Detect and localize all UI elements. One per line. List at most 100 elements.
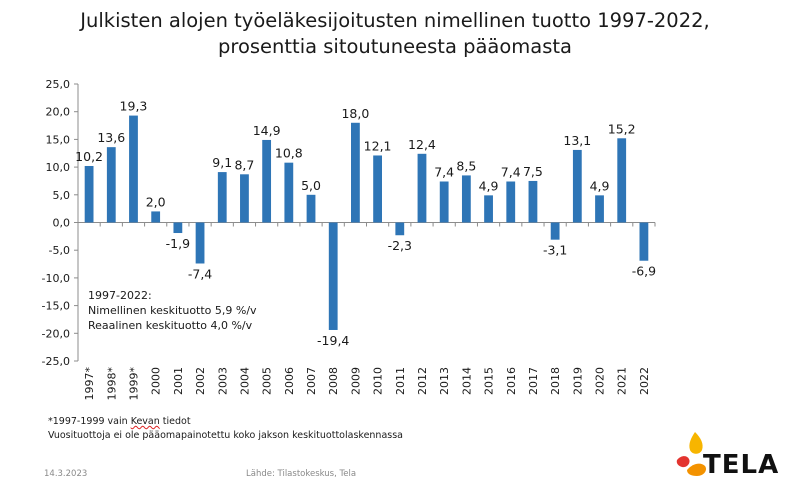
- footnote-line-1-end: tiedot: [159, 416, 191, 427]
- y-tick-label: 0,0: [53, 217, 71, 230]
- note-nominal-return: Nimellinen keskituotto 5,9 %/v: [88, 304, 257, 317]
- x-tick-label: 2007: [305, 367, 318, 395]
- data-label: 7,5: [523, 164, 543, 179]
- bar: [284, 162, 294, 223]
- data-label: 13,6: [97, 130, 125, 145]
- x-tick-label: 2018: [549, 367, 562, 395]
- data-label: 15,2: [608, 121, 636, 136]
- data-label: 10,2: [75, 149, 103, 164]
- x-tick-label: 2010: [372, 367, 385, 395]
- x-tick-label: 2002: [194, 367, 207, 395]
- data-label: -19,4: [317, 333, 349, 348]
- x-tick-label: 2019: [571, 367, 584, 395]
- bar: [506, 181, 516, 223]
- x-tick-label: 2012: [416, 367, 429, 395]
- x-tick-label: 2020: [594, 367, 607, 395]
- data-label: 12,4: [408, 137, 436, 152]
- footnote-line-1-start: *1997-1999 vain: [48, 416, 131, 427]
- data-label: -2,3: [388, 238, 412, 253]
- x-tick-label: 2000: [150, 367, 163, 395]
- bar: [351, 122, 360, 223]
- bar: [328, 222, 338, 330]
- x-tick-label: 2022: [638, 367, 651, 395]
- x-tick-label: 1999*: [127, 367, 140, 401]
- x-tick-label: 2001: [172, 367, 185, 395]
- bar: [373, 155, 382, 223]
- y-tick-label: 10,0: [46, 161, 71, 174]
- x-tick-label: 2003: [216, 367, 229, 395]
- bar: [84, 165, 94, 223]
- data-label: 9,1: [212, 155, 232, 170]
- bar: [106, 147, 116, 223]
- bar: [639, 222, 649, 261]
- x-tick-label: 1997*: [83, 367, 96, 401]
- bar: [195, 222, 205, 264]
- x-tick-label: 2005: [261, 367, 274, 395]
- data-label: 13,1: [563, 133, 591, 148]
- bar: [306, 194, 316, 223]
- x-tick-label: 2011: [394, 367, 407, 395]
- bar: [572, 149, 582, 223]
- x-tick-label: 2008: [327, 367, 340, 395]
- data-label: 8,7: [234, 157, 254, 172]
- bar: [461, 175, 471, 223]
- bar: [617, 138, 627, 223]
- bar: [595, 195, 604, 223]
- x-tick-label: 2014: [460, 367, 473, 395]
- bar: [151, 211, 161, 223]
- x-tick-label: 2021: [616, 367, 629, 395]
- x-tick-label: 2004: [238, 367, 251, 395]
- y-tick-label: -15,0: [42, 300, 70, 313]
- note-period: 1997-2022:: [88, 289, 152, 302]
- data-label: -3,1: [543, 243, 567, 258]
- x-tick-label: 2006: [283, 367, 296, 395]
- tela-logo-text: TELA: [703, 450, 780, 480]
- footnote-line-1: *1997-1999 vain Kevan tiedot: [48, 415, 403, 429]
- bar: [217, 172, 227, 223]
- date-label: 14.3.2023: [44, 469, 88, 479]
- average-return-note: 1997-2022: Nimellinen keskituotto 5,9 %/…: [88, 288, 257, 333]
- y-tick-label: -20,0: [42, 327, 70, 340]
- bar: [240, 174, 249, 223]
- title-line-1: Julkisten alojen työeläkesijoitusten nim…: [80, 9, 710, 32]
- data-label: 5,0: [301, 178, 321, 193]
- source-label: Lähde: Tilastokeskus, Tela: [246, 469, 357, 479]
- data-label: 10,8: [275, 146, 303, 161]
- x-tick-label: 2017: [527, 367, 540, 395]
- y-tick-label: 25,0: [46, 78, 71, 91]
- y-tick-label: 15,0: [46, 133, 71, 146]
- bar: [173, 222, 183, 234]
- y-tick-label: -5,0: [49, 244, 70, 257]
- data-label: 18,0: [341, 106, 369, 121]
- bar: [484, 195, 493, 223]
- data-label: 7,4: [501, 165, 521, 180]
- data-label: -1,9: [166, 236, 190, 251]
- bar: [262, 139, 272, 223]
- footnote-line-1-word: Kevan: [130, 416, 160, 427]
- y-tick-label: -25,0: [42, 355, 70, 368]
- footnote: *1997-1999 vain Kevan tiedot Vuosituotto…: [48, 415, 403, 443]
- data-label: 7,4: [434, 165, 454, 180]
- title-line-2: prosenttia sitoutuneesta pääomasta: [218, 35, 572, 58]
- x-tick-label: 1998*: [105, 367, 118, 401]
- data-label: 4,9: [590, 178, 610, 193]
- bar: [528, 180, 538, 223]
- bar: [417, 153, 427, 223]
- tela-logo: TELA: [673, 430, 778, 486]
- bar: [129, 115, 138, 223]
- data-label: 8,5: [456, 158, 476, 173]
- bar: [550, 222, 560, 240]
- data-label: -6,9: [632, 264, 656, 279]
- data-label: 2,0: [146, 194, 166, 209]
- chart-title: Julkisten alojen työeläkesijoitusten nim…: [0, 8, 790, 60]
- bar: [439, 181, 449, 223]
- y-tick-label: 5,0: [53, 189, 71, 202]
- x-tick-label: 2009: [349, 367, 362, 395]
- x-tick-label: 2013: [438, 367, 451, 395]
- data-label: 19,3: [120, 99, 148, 114]
- footnote-line-2: Vuosituottoja ei ole pääomapainotettu ko…: [48, 430, 403, 441]
- x-tick-label: 2016: [505, 367, 518, 395]
- data-label: -7,4: [188, 266, 212, 281]
- note-real-return: Reaalinen keskituotto 4,0 %/v: [88, 319, 253, 332]
